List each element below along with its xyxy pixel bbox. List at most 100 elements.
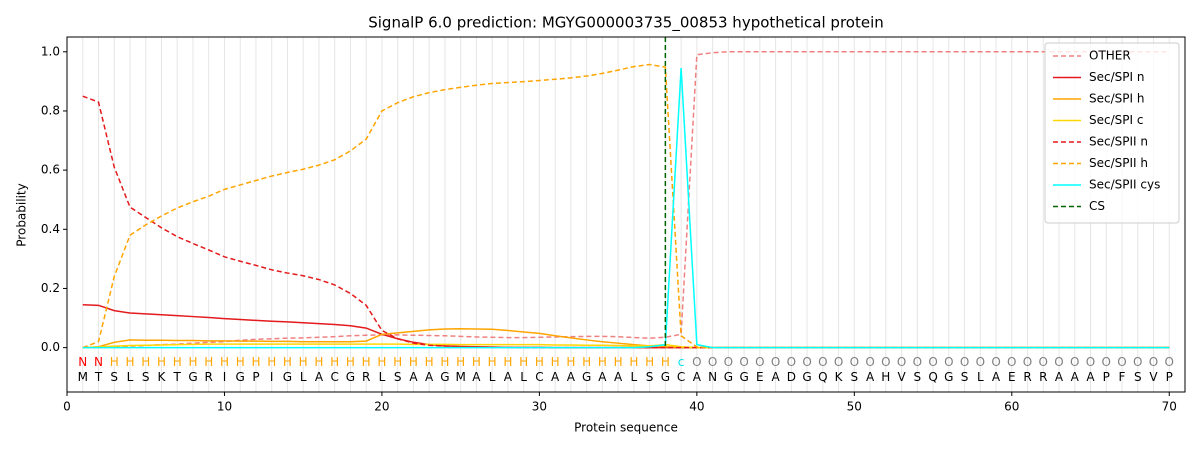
series-line [82,95,1170,349]
residue: G [582,370,591,384]
residue: S [110,370,118,384]
residue-label: H [267,355,276,369]
residue: G [283,370,292,384]
residue: P [1103,370,1110,384]
residue-label: H [519,355,528,369]
residue-label: O [1007,355,1016,369]
residue: A [866,370,875,384]
residue: R [362,370,370,384]
residue: R [1023,370,1031,384]
residue: A [771,370,780,384]
residue-label: H [299,355,308,369]
residue: A [551,370,560,384]
residue-label: H [220,355,229,369]
residue: I [223,370,227,384]
residue: L [127,370,134,384]
series-line [82,68,1170,349]
residue: G [739,370,748,384]
residue: L [489,370,496,384]
residue: M [455,370,465,384]
legend-label: OTHER [1089,49,1131,63]
residue-label: H [440,355,449,369]
residue-label: H [314,355,323,369]
residue: G [661,370,670,384]
residue-label: H [188,355,197,369]
residue-label: H [157,355,166,369]
residue-label: O [960,355,969,369]
residue-label: O [1039,355,1048,369]
residue-label: O [1165,355,1174,369]
residue-label: H [614,355,623,369]
residue: P [1166,370,1173,384]
legend-label: CS [1089,199,1105,213]
residue: F [1119,370,1126,384]
plot-frame [66,36,1186,393]
residue-label: O [1133,355,1142,369]
chart-title: SignalP 6.0 prediction: MGYG000003735_00… [368,14,884,33]
residue: L [520,370,527,384]
residue-label: O [834,355,843,369]
residue: A [409,370,418,384]
residue: A [567,370,576,384]
residue: A [472,370,481,384]
residue: I [270,370,274,384]
residue: R [1039,370,1047,384]
residue-label: H [551,355,560,369]
series-line [82,63,1170,349]
residue-label: H [251,355,260,369]
residue-label: O [755,355,764,369]
residue-label: O [991,355,1000,369]
residue: S [913,370,921,384]
residue: L [977,370,984,384]
residue-label: O [1070,355,1079,369]
residue: A [614,370,623,384]
residue-label: H [204,355,213,369]
residue: L [300,370,307,384]
residue-label: H [330,355,339,369]
residue-label: O [1086,355,1095,369]
residue: C [330,370,338,384]
residue-label: O [692,355,701,369]
residue: T [94,370,103,384]
residue: E [756,370,764,384]
y-axis-label: Probability [15,183,29,246]
residue-label: H [503,355,512,369]
residue-label: O [1117,355,1126,369]
residue-label: O [739,355,748,369]
residue: M [78,370,88,384]
residue-label: H [425,355,434,369]
legend-label: Sec/SPI c [1089,113,1143,127]
residue-label: H [409,355,418,369]
residue: A [693,370,702,384]
y-tick-label: 1.0 [41,44,60,58]
x-tick-label: 50 [847,400,862,414]
residue: V [1149,370,1158,384]
residue: N [708,370,717,384]
y-tick-label: 0.0 [41,340,60,354]
residue: Q [818,370,827,384]
residue: L [631,370,638,384]
residue-label: O [976,355,985,369]
series-line [82,51,1170,349]
residue-label: H [598,355,607,369]
residue: C [535,370,543,384]
residue-label: O [787,355,796,369]
legend-label: Sec/SPI n [1089,70,1144,84]
legend-label: Sec/SPII cys [1089,178,1160,192]
y-tick-label: 0.2 [41,281,60,295]
residue-label: H [393,355,402,369]
legend-box [1044,42,1180,224]
residue-label: H [488,355,497,369]
residue-label: O [1102,355,1111,369]
residue: G [802,370,811,384]
residue-label: O [724,355,733,369]
residue: S [394,370,402,384]
residue: S [961,370,969,384]
residue-label: H [362,355,371,369]
residue: A [1055,370,1064,384]
residue: C [677,370,685,384]
x-tick-label: 30 [532,400,547,414]
residue-label: O [1054,355,1063,369]
residue-label: O [881,355,890,369]
